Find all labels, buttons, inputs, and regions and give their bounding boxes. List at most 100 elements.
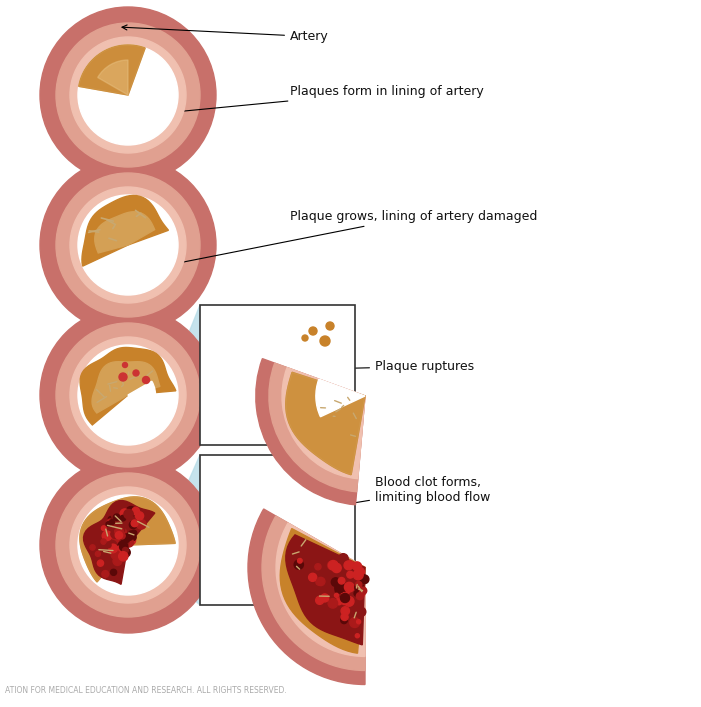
Circle shape [97,560,104,566]
Polygon shape [92,362,160,413]
Circle shape [355,633,360,638]
Circle shape [127,536,135,544]
Circle shape [341,588,349,595]
Polygon shape [80,497,175,582]
Bar [200,455,355,605]
Circle shape [120,509,130,518]
Circle shape [108,517,114,522]
Circle shape [344,561,353,570]
Circle shape [120,537,129,547]
Circle shape [360,575,369,583]
Circle shape [357,607,366,617]
Circle shape [56,473,200,617]
Circle shape [112,546,121,554]
Circle shape [142,377,149,383]
Circle shape [121,534,130,543]
Circle shape [132,508,139,515]
Circle shape [354,590,360,596]
Circle shape [131,530,137,536]
Circle shape [90,534,95,539]
Circle shape [114,514,120,520]
Circle shape [341,607,350,615]
Circle shape [346,561,354,569]
Circle shape [323,561,327,565]
Circle shape [78,45,178,145]
Circle shape [40,157,216,333]
Circle shape [56,173,200,317]
Circle shape [342,580,346,585]
Circle shape [111,550,120,559]
Circle shape [102,537,110,546]
Circle shape [294,560,304,569]
Wedge shape [128,381,156,416]
Circle shape [107,540,117,550]
Text: Blood clot forms,
limiting blood flow: Blood clot forms, limiting blood flow [284,476,491,516]
Circle shape [341,614,348,621]
Circle shape [107,519,114,526]
Polygon shape [82,195,168,266]
Circle shape [355,568,365,577]
Circle shape [327,561,336,569]
Circle shape [119,532,125,539]
Circle shape [116,532,121,537]
Polygon shape [79,45,145,95]
Circle shape [112,514,116,518]
Circle shape [40,457,216,633]
Circle shape [111,530,119,538]
Circle shape [335,588,341,593]
Circle shape [70,37,186,153]
Polygon shape [286,373,365,474]
Circle shape [40,307,216,483]
Circle shape [350,618,360,628]
Circle shape [116,553,123,559]
Circle shape [341,584,348,591]
Circle shape [111,569,116,575]
Polygon shape [286,373,365,474]
Circle shape [120,543,128,551]
Circle shape [360,587,367,595]
Circle shape [357,620,360,624]
Circle shape [120,515,125,521]
Text: Plaques form in lining of artery: Plaques form in lining of artery [147,85,484,117]
Circle shape [95,551,100,556]
Polygon shape [83,501,155,584]
Circle shape [119,528,126,536]
Polygon shape [80,347,176,425]
Circle shape [118,551,128,561]
Circle shape [353,570,363,580]
Polygon shape [79,45,145,95]
Circle shape [336,598,342,604]
Circle shape [109,520,114,525]
Polygon shape [280,529,365,653]
Circle shape [335,583,344,593]
Circle shape [121,548,130,557]
Circle shape [102,531,111,541]
Circle shape [113,556,122,566]
Circle shape [326,322,334,330]
Circle shape [95,532,100,537]
Circle shape [118,541,128,551]
Circle shape [125,533,133,540]
Circle shape [315,596,324,604]
Circle shape [78,195,178,295]
Wedge shape [276,523,365,656]
Wedge shape [269,363,365,492]
Wedge shape [256,358,365,505]
Circle shape [355,583,364,592]
Wedge shape [316,379,365,416]
Circle shape [356,592,364,600]
Circle shape [129,531,133,536]
Circle shape [297,559,302,563]
Text: ATION FOR MEDICAL EDUCATION AND RESEARCH. ALL RIGHTS RESERVED.: ATION FOR MEDICAL EDUCATION AND RESEARCH… [5,686,287,695]
Circle shape [329,561,338,570]
Circle shape [332,568,342,577]
Wedge shape [97,60,128,95]
Circle shape [339,554,348,563]
Circle shape [70,487,186,603]
Circle shape [121,549,129,557]
Circle shape [123,363,128,368]
Circle shape [123,547,128,554]
Circle shape [106,522,111,527]
Circle shape [130,521,137,529]
Circle shape [78,495,178,595]
